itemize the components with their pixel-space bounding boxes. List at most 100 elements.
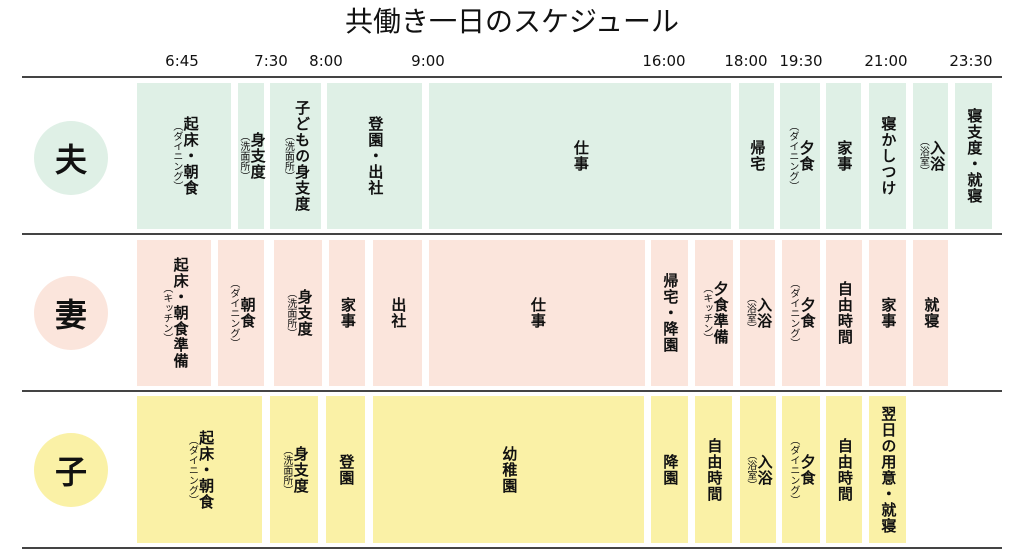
schedule-block-wife: 夕食 （ダイニング） xyxy=(782,240,820,386)
schedule-block-child: 登園 xyxy=(326,396,365,543)
block-activity: 夕食 xyxy=(798,297,817,329)
block-activity: 寝かしつけ xyxy=(879,116,898,196)
block-location: （ダイニング） xyxy=(186,434,198,505)
block-activity: 仕事 xyxy=(528,297,547,329)
block-activity: 家事 xyxy=(879,297,898,329)
block-location: （キッチン） xyxy=(160,283,172,343)
schedule-block-wife: 仕事 xyxy=(429,240,645,386)
schedule-block-child: 降園 xyxy=(651,396,688,543)
block-activity: 起床・朝食 xyxy=(181,116,200,196)
schedule-block-wife: 出社 xyxy=(373,240,422,386)
block-activity: 入浴 xyxy=(755,297,774,329)
person-label-husband: 夫 xyxy=(34,121,108,195)
block-activity: 身支度 xyxy=(295,289,314,337)
block-activity: 子どもの身支度 xyxy=(293,100,312,212)
schedule-block-wife: 入浴 （浴室） xyxy=(740,240,775,386)
schedule-block-wife: 起床・朝食準備 （キッチン） xyxy=(137,240,211,386)
time-label: 23:30 xyxy=(949,52,993,70)
time-label: 18:00 xyxy=(724,52,768,70)
block-location: （洗面所） xyxy=(237,131,249,181)
block-location: （ダイニング） xyxy=(787,278,799,348)
block-activity: 夕食 xyxy=(798,453,817,486)
schedule-block-child: 自由時間 xyxy=(695,396,732,543)
block-activity: 家事 xyxy=(835,140,854,172)
block-location: （浴室） xyxy=(744,293,756,333)
schedule-block-husband: 帰宅 xyxy=(739,83,774,229)
block-activity: 自由時間 xyxy=(705,437,724,502)
schedule-block-child: 幼稚園 xyxy=(373,396,644,543)
block-activity: 自由時間 xyxy=(835,281,854,345)
block-location: （キッチン） xyxy=(700,283,712,343)
schedule-block-husband: 寝かしつけ xyxy=(869,83,906,229)
block-activity: 夕食準備 xyxy=(711,281,730,345)
block-activity: 寝支度・就寝 xyxy=(965,108,984,204)
schedule-block-child: 身支度 （洗面所） xyxy=(270,396,318,543)
block-activity: 自由時間 xyxy=(835,437,854,502)
block-activity: 入浴 xyxy=(755,453,774,486)
block-location: （ダイニング） xyxy=(786,121,798,191)
block-location: （洗面所） xyxy=(284,288,296,338)
time-label: 21:00 xyxy=(864,52,908,70)
schedule-block-husband: 起床・朝食 （ダイニング） xyxy=(137,83,231,229)
block-activity: 家事 xyxy=(338,297,357,329)
block-activity: 入浴 xyxy=(928,140,947,172)
divider-line xyxy=(22,233,1002,235)
block-activity: 仕事 xyxy=(571,140,590,172)
block-activity: 夕食 xyxy=(797,140,816,172)
schedule-block-child: 翌日の用意・就寝 xyxy=(869,396,906,543)
block-activity: 起床・朝食準備 xyxy=(171,257,190,369)
schedule-block-husband: 子どもの身支度 （洗面所） xyxy=(270,83,321,229)
time-label: 6:45 xyxy=(165,52,199,70)
block-activity: 帰宅 xyxy=(748,140,767,172)
block-activity: 登園・出社 xyxy=(366,116,385,196)
time-label: 19:30 xyxy=(779,52,823,70)
divider-line xyxy=(22,547,1002,549)
block-activity: 登園 xyxy=(337,453,356,486)
block-activity: 幼稚園 xyxy=(500,445,519,494)
block-location: （ダイニング） xyxy=(170,121,182,191)
schedule-block-child: 自由時間 xyxy=(826,396,862,543)
schedule-block-husband: 登園・出社 xyxy=(327,83,422,229)
block-location: （ダイニング） xyxy=(787,434,799,505)
divider-line xyxy=(22,76,1002,78)
block-activity: 起床・朝食 xyxy=(197,429,216,510)
schedule-block-husband: 寝支度・就寝 xyxy=(955,83,992,229)
person-label-child: 子 xyxy=(34,433,108,507)
schedule-block-wife: 就寝 xyxy=(913,240,948,386)
block-activity: 身支度 xyxy=(248,132,267,180)
block-location: （浴室） xyxy=(744,449,756,490)
time-label: 9:00 xyxy=(411,52,445,70)
block-location: （洗面所） xyxy=(282,131,294,181)
schedule-block-wife: 自由時間 xyxy=(826,240,862,386)
person-label-wife: 妻 xyxy=(34,276,108,350)
block-activity: 朝食 xyxy=(238,297,257,329)
divider-line xyxy=(22,390,1002,392)
schedule-block-husband: 仕事 xyxy=(429,83,731,229)
schedule-block-husband: 身支度 （洗面所） xyxy=(237,83,267,229)
page-title: 共働き一日のスケジュール xyxy=(344,5,680,38)
schedule-block-child: 夕食 （ダイニング） xyxy=(782,396,820,543)
schedule-block-child: 入浴 （浴室） xyxy=(740,396,776,543)
time-label: 16:00 xyxy=(642,52,686,70)
schedule-block-wife: 夕食準備 （キッチン） xyxy=(695,240,733,386)
block-activity: 帰宅・降園 xyxy=(661,273,680,353)
block-location: （浴室） xyxy=(917,136,929,176)
block-location: （洗面所） xyxy=(280,444,292,495)
schedule-block-husband: 夕食 （ダイニング） xyxy=(780,83,820,229)
block-activity: 翌日の用意・就寝 xyxy=(879,405,898,534)
time-label: 8:00 xyxy=(309,52,343,70)
block-activity: 身支度 xyxy=(291,445,310,494)
schedule-block-wife: 身支度 （洗面所） xyxy=(274,240,322,386)
schedule-block-wife: 朝食 （ダイニング） xyxy=(218,240,264,386)
block-activity: 降園 xyxy=(661,453,680,486)
schedule-block-husband: 家事 xyxy=(826,83,861,229)
time-label: 7:30 xyxy=(254,52,288,70)
schedule-block-wife: 家事 xyxy=(869,240,906,386)
block-location: （ダイニング） xyxy=(227,278,239,348)
block-activity: 就寝 xyxy=(922,297,941,329)
schedule-block-wife: 家事 xyxy=(329,240,365,386)
block-activity: 出社 xyxy=(389,297,408,329)
schedule-block-wife: 帰宅・降園 xyxy=(651,240,688,386)
schedule-block-husband: 入浴 （浴室） xyxy=(913,83,948,229)
schedule-block-child: 起床・朝食 （ダイニング） xyxy=(137,396,262,543)
